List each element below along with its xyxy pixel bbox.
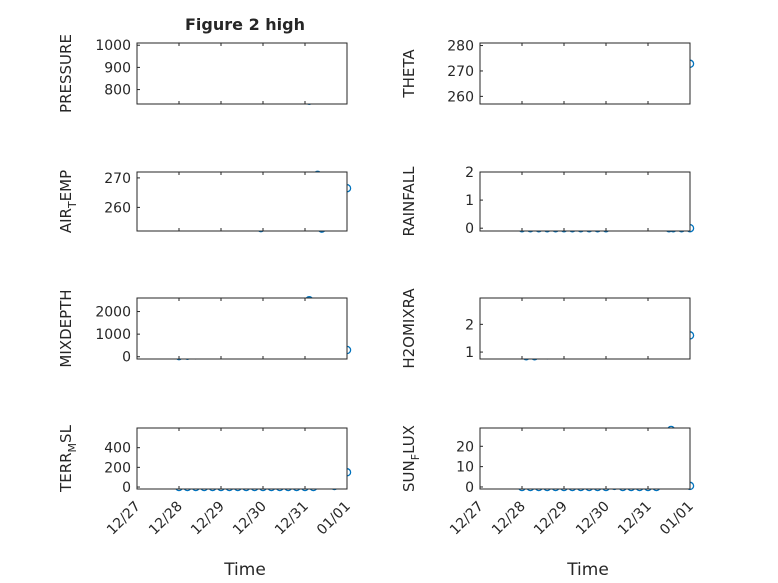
y-tick-label: 2 <box>465 165 474 181</box>
x-tick-label: 12/27 <box>447 499 487 539</box>
x-tick-label: 01/01 <box>314 499 354 539</box>
y-tick-label: 1 <box>465 345 474 361</box>
y-tick-label: 2 <box>465 317 474 333</box>
y-tick-label: 270 <box>104 171 131 187</box>
y-tick-label: 0 <box>122 480 131 496</box>
axes-box <box>136 42 348 105</box>
y-tick-label: 1000 <box>95 38 131 54</box>
axes-box <box>479 42 691 105</box>
axes-box <box>479 171 691 232</box>
y-axis-label: AIRTEMP <box>57 170 79 233</box>
x-tick-label: 12/29 <box>531 499 571 539</box>
x-tick-label: 12/30 <box>230 499 270 539</box>
x-axis-label-right: Time <box>566 560 609 580</box>
y-tick-label: 0 <box>465 221 474 237</box>
y-axis-label: MIXDEPTH <box>57 289 75 367</box>
x-tick-label: 12/27 <box>104 499 144 539</box>
x-tick-label: 12/29 <box>188 499 228 539</box>
subplot-6: 1 2 H2OMIXRA <box>400 288 695 369</box>
subplot-7: 0 200 400 TERRMSL 12/27 12/28 12/29 12/30 12/31 0… <box>57 424 354 538</box>
y-tick-label: 900 <box>104 60 131 76</box>
x-tick-label: 12/28 <box>489 499 529 539</box>
subplot-5: 0 1000 2000 MIXDEPTH <box>57 289 352 368</box>
subplot-2: 260 270 280 THETA <box>400 39 695 105</box>
y-tick-label: 260 <box>447 89 474 105</box>
x-tick-label: 12/31 <box>272 499 312 539</box>
x-tick-label: 12/30 <box>573 499 613 539</box>
axes-box <box>136 297 348 360</box>
subplot-3: 260 270 AIRTEMP <box>57 170 352 233</box>
axes-box <box>479 297 691 360</box>
y-tick-label: 260 <box>104 200 131 216</box>
y-tick-label: 270 <box>447 64 474 80</box>
y-axis-label: PRESSURE <box>57 34 75 113</box>
y-tick-label: 10 <box>456 460 474 476</box>
subplot-4: 0 1 2 RAINFALL <box>400 165 695 237</box>
y-tick-label: 1000 <box>95 327 131 343</box>
y-axis-label: TERRMSL <box>57 424 79 493</box>
x-tick-label: 12/28 <box>146 499 186 539</box>
x-tick-label: 01/01 <box>657 499 697 539</box>
x-axis-label-left: Time <box>223 560 266 580</box>
y-tick-label: 1 <box>465 193 474 209</box>
y-tick-label: 2000 <box>95 305 131 321</box>
x-tick-label: 12/31 <box>615 499 655 539</box>
y-tick-label: 280 <box>447 39 474 55</box>
y-tick-label: 400 <box>104 441 131 457</box>
y-axis-label: SUNFLUX <box>400 425 422 492</box>
y-tick-label: 0 <box>122 350 131 366</box>
y-axis-label: RAINFALL <box>400 166 418 237</box>
axes-box <box>136 171 348 232</box>
axes-box <box>136 427 348 490</box>
figure-title: Figure 2 high <box>185 15 305 34</box>
y-tick-label: 800 <box>104 83 131 99</box>
y-axis-label: H2OMIXRA <box>400 288 418 369</box>
subplot-8: 0 10 20 SUNFLUX 12/27 12/28 12/29 12/30 12/31 01/… <box>400 425 697 538</box>
subplot-1: 800 900 1000 PRESSURE <box>57 34 348 113</box>
y-tick-label: 20 <box>456 439 474 455</box>
axes-box <box>479 427 691 490</box>
y-axis-label: THETA <box>400 49 418 99</box>
y-tick-label: 0 <box>465 480 474 496</box>
y-tick-label: 200 <box>104 460 131 476</box>
